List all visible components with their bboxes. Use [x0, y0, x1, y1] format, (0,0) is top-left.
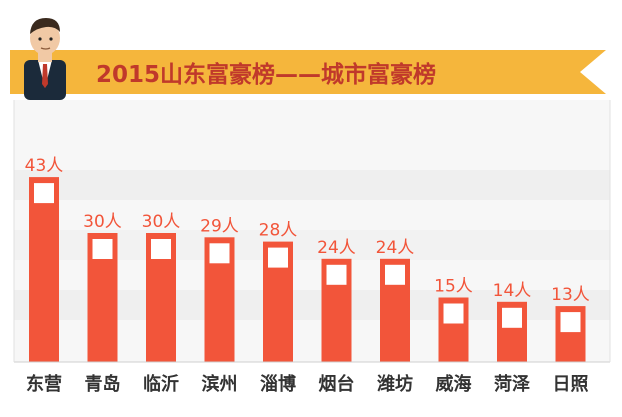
banner-ribbon	[10, 50, 606, 94]
value-labels-group: 43人 30人 30人 29人 28人 24人 24人 15人 14人 13人	[25, 156, 590, 305]
category-label-日照: 日照	[553, 374, 589, 395]
value-label-青岛: 30人	[83, 212, 122, 232]
category-labels-group: 东营 青岛 临沂 滨州 淄博 烟台 潍坊 威海 菏泽 日照	[26, 373, 589, 395]
category-label-临沂: 临沂	[143, 373, 179, 395]
bar-marker-东营	[34, 183, 54, 204]
bar-marker-淄博	[268, 247, 288, 268]
category-label-潍坊: 潍坊	[377, 373, 413, 395]
bar-marker-临沂	[151, 239, 171, 259]
bars-group	[29, 177, 586, 362]
value-label-潍坊: 24人	[376, 238, 415, 258]
category-label-烟台: 烟台	[319, 373, 355, 395]
value-label-淄博: 28人	[259, 221, 298, 241]
bar-marker-日照	[560, 312, 581, 333]
value-label-滨州: 29人	[200, 216, 239, 236]
value-label-东营: 43人	[25, 156, 64, 176]
value-label-日照: 13人	[551, 285, 590, 305]
category-label-威海: 威海	[436, 373, 472, 395]
category-label-菏泽: 菏泽	[494, 373, 530, 395]
bar-东营	[29, 177, 59, 362]
bar-marker-青岛	[92, 239, 113, 259]
bar-marker-滨州	[209, 243, 230, 264]
category-label-东营: 东营	[26, 373, 62, 395]
bar-marker-烟台	[326, 264, 347, 285]
value-label-菏泽: 14人	[493, 281, 532, 301]
value-label-临沂: 30人	[142, 212, 181, 232]
businessman-mascot-icon	[24, 18, 66, 100]
category-label-青岛: 青岛	[85, 373, 121, 395]
value-label-烟台: 24人	[317, 238, 356, 258]
bar-marker-菏泽	[502, 307, 522, 328]
bar-marker-潍坊	[385, 264, 405, 285]
category-label-滨州: 滨州	[202, 373, 238, 395]
chart-title: 2015山东富豪榜——城市富豪榜	[96, 61, 436, 88]
value-label-威海: 15人	[434, 277, 473, 297]
category-label-淄博: 淄博	[260, 373, 296, 395]
bar-marker-威海	[443, 303, 464, 324]
